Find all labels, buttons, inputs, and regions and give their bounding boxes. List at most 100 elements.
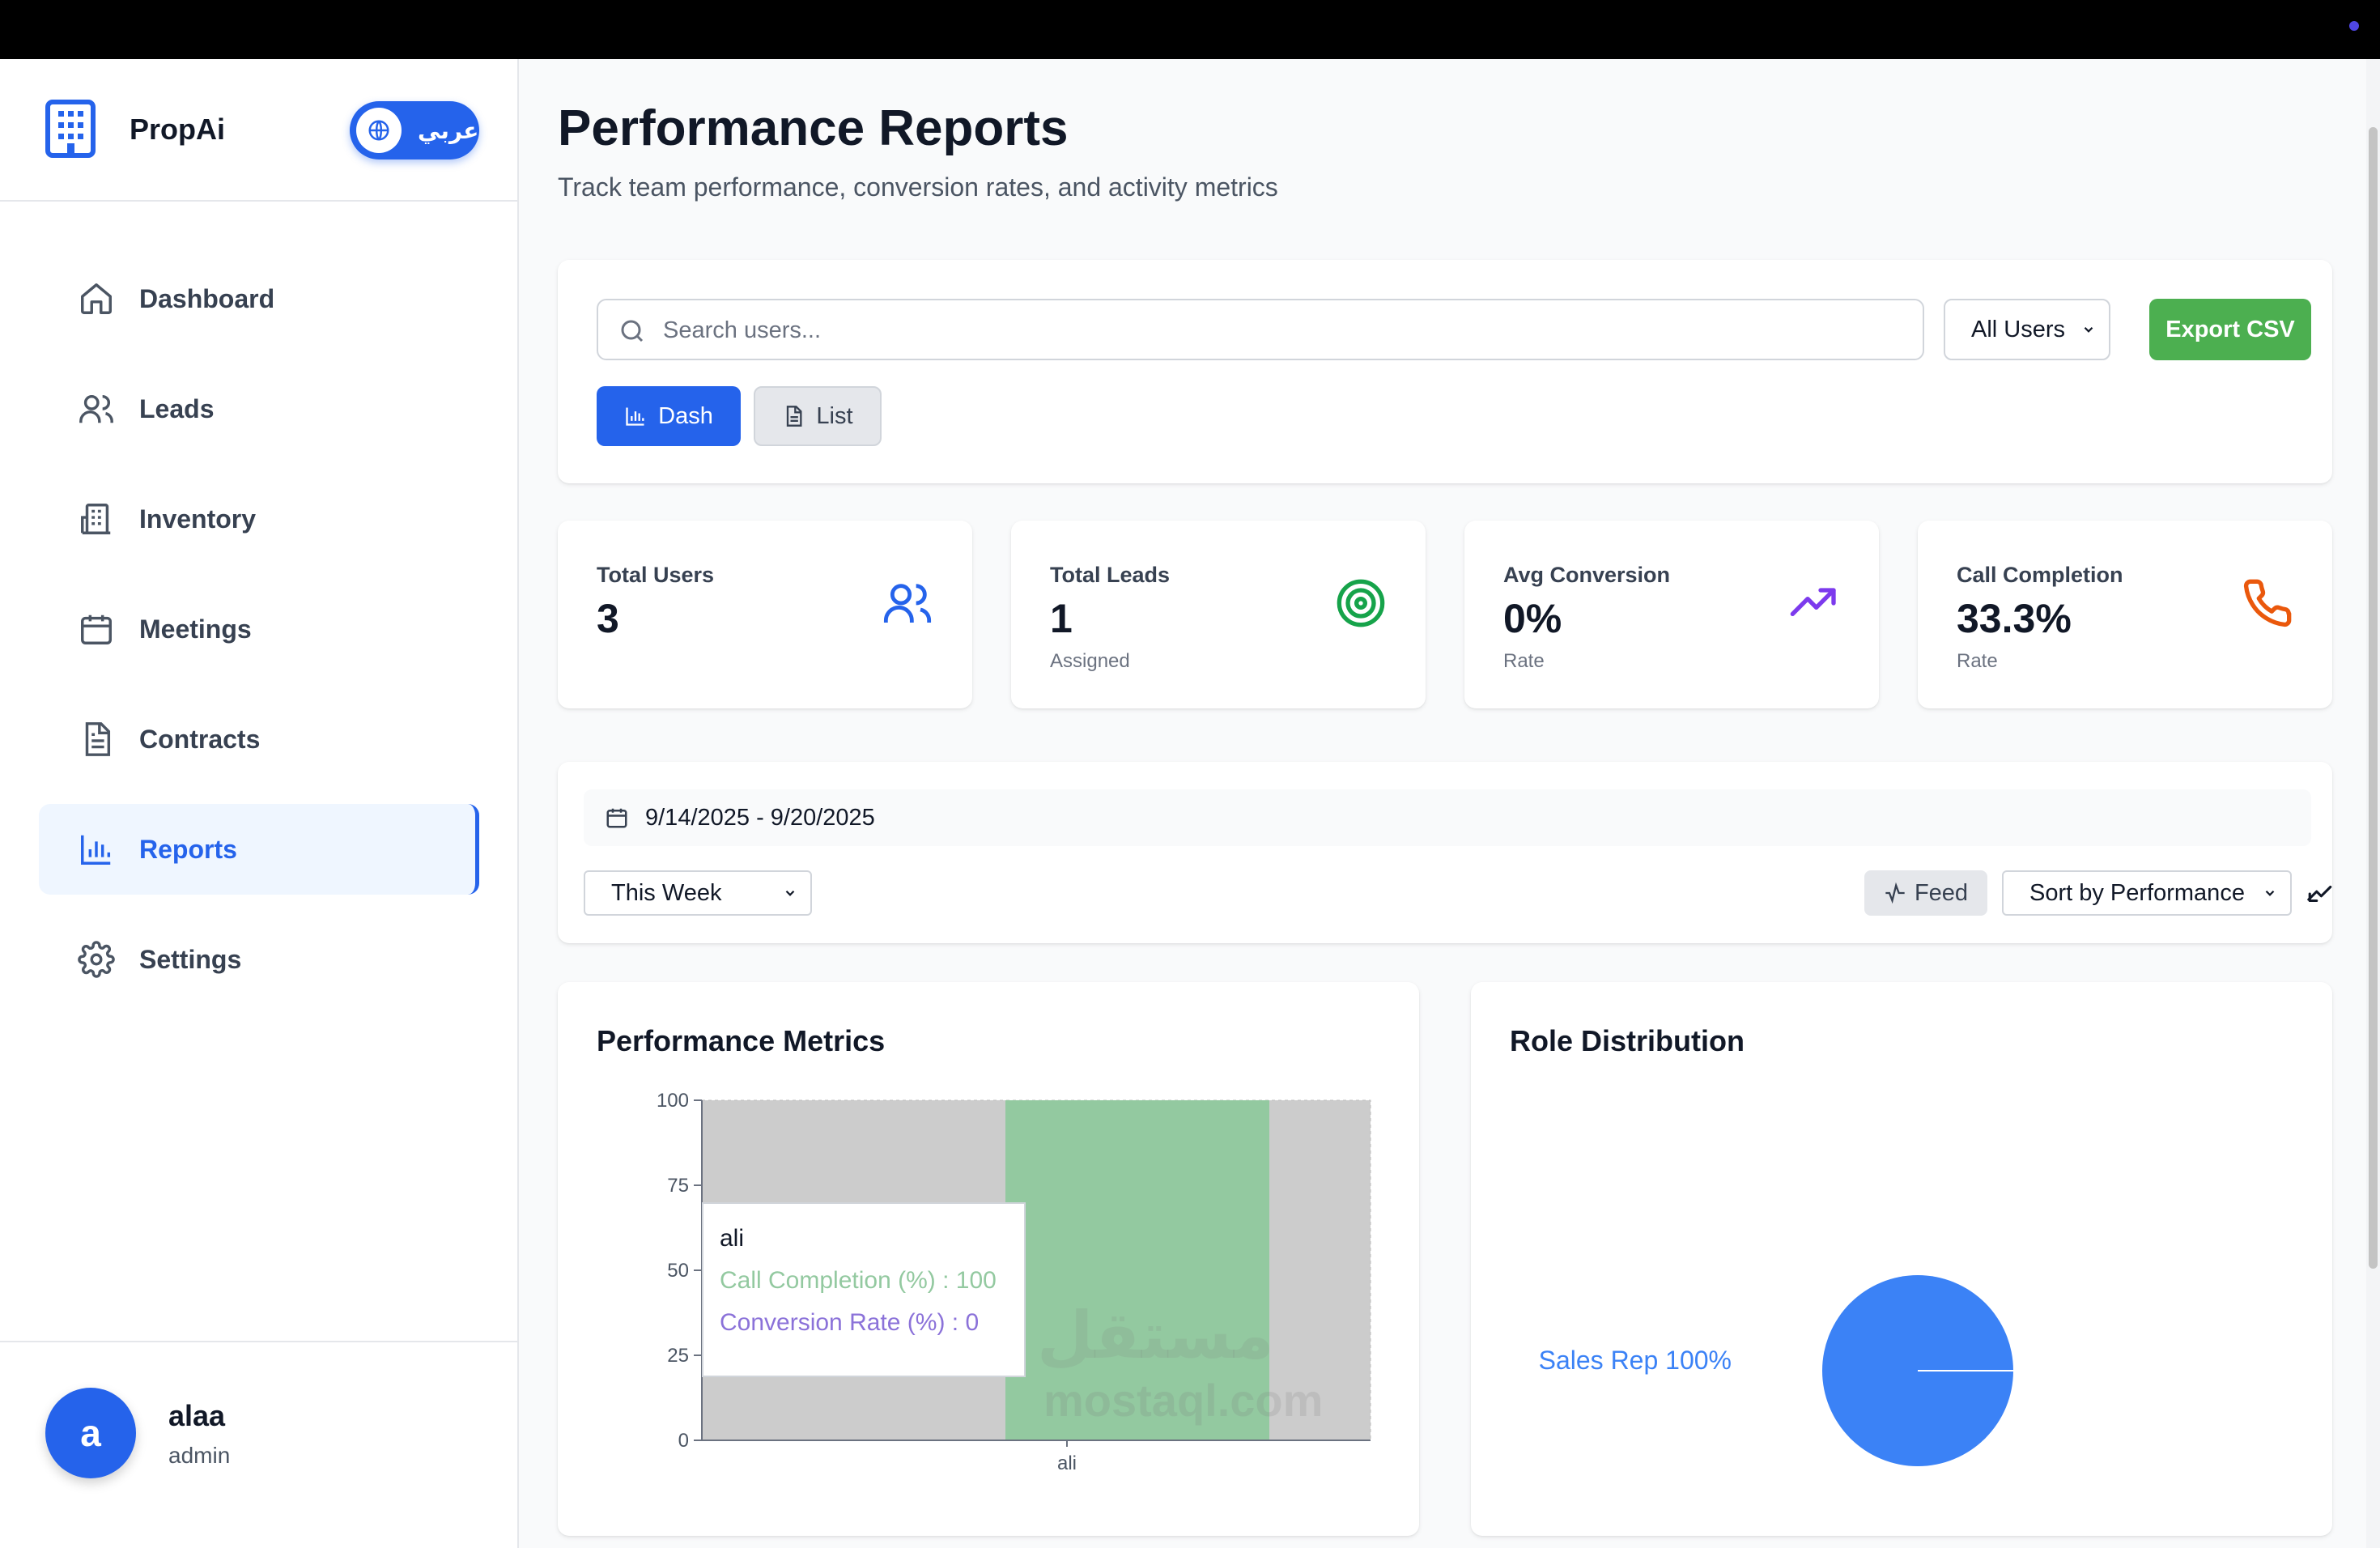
role-distribution-card: Role Distribution Sales Rep 100% <box>1471 982 2332 1536</box>
sort-value: Sort by Performance <box>2029 879 2245 906</box>
sidebar-item-leads[interactable]: Leads <box>39 364 479 454</box>
user-filter-select[interactable]: All Users <box>1944 299 2110 360</box>
chart-title: Role Distribution <box>1510 1024 1745 1057</box>
user-name: alaa <box>168 1399 226 1432</box>
stat-card-call-completion: Call Completion 33.3% Rate <box>1918 521 2332 708</box>
chart-bar-0 <box>1005 1100 1269 1440</box>
y-tick-label: 75 <box>667 1175 689 1197</box>
stat-card-total-users: Total Users 3 <box>558 521 972 708</box>
brand-header: PropAi عربي <box>0 59 517 202</box>
sidebar-item-reports[interactable]: Reports <box>39 804 479 895</box>
sidebar-item-label: Leads <box>139 393 215 423</box>
home-icon <box>81 283 112 314</box>
sidebar-nav: Dashboard Leads Inventory Meetings Contr… <box>39 253 479 1024</box>
view-dash-button[interactable]: Dash <box>597 386 741 446</box>
date-range-text: 9/14/2025 - 9/20/2025 <box>645 804 875 831</box>
language-label: عربي <box>418 117 479 143</box>
sidebar-item-label: Meetings <box>139 614 252 644</box>
stat-value: 33.3% <box>1957 596 2072 641</box>
sidebar-item-label: Settings <box>139 944 242 974</box>
role-pie-chart: Sales Rep 100% <box>1539 1275 2013 1466</box>
stat-card-avg-conversion: Avg Conversion 0% Rate <box>1464 521 1879 708</box>
feed-label: Feed <box>1914 879 1969 906</box>
target-icon <box>1337 579 1385 627</box>
feed-button[interactable]: Feed <box>1864 870 1987 916</box>
stat-sublabel: Rate <box>1503 650 1545 672</box>
sidebar-item-meetings[interactable]: Meetings <box>39 584 479 674</box>
page-title: Performance Reports <box>558 100 1069 156</box>
filter-card: 9/14/2025 - 9/20/2025 This Week Feed Sor… <box>558 762 2332 943</box>
stat-label: Total Leads <box>1050 563 1171 587</box>
y-tick-label: 100 <box>657 1090 689 1112</box>
phone-icon <box>2243 579 2292 627</box>
sort-direction-icon[interactable] <box>2306 880 2334 908</box>
status-dot <box>2349 21 2359 31</box>
x-tick-label: ali <box>1057 1452 1077 1474</box>
watermark-latin: mostaql.com <box>1043 1375 1324 1426</box>
scrollbar[interactable] <box>2366 59 2380 1548</box>
language-toggle-button[interactable]: عربي <box>350 101 479 159</box>
search-icon <box>621 320 644 342</box>
scrollbar-thumb[interactable] <box>2369 127 2378 1269</box>
user-role: admin <box>168 1443 231 1468</box>
sidebar-item-label: Dashboard <box>139 283 275 313</box>
stat-label: Avg Conversion <box>1503 563 1671 587</box>
bar-chart-icon <box>626 407 644 426</box>
main-content: Performance Reports Track team performan… <box>519 59 2366 1548</box>
building-logo-icon <box>45 100 96 158</box>
sidebar-item-label: Reports <box>139 834 237 864</box>
stat-sublabel: Assigned <box>1050 650 1130 672</box>
stat-value: 1 <box>1050 596 1073 641</box>
sidebar-item-contracts[interactable]: Contracts <box>39 694 479 785</box>
tooltip-name: ali <box>720 1225 745 1252</box>
y-tick-label: 0 <box>678 1430 689 1452</box>
sidebar: PropAi عربي Dashboard Leads Inventory Me… <box>0 59 519 1548</box>
performance-metrics-card: Performance Metrics ali 0 25 50 75 100 ali Ca… <box>558 982 1419 1536</box>
stat-label: Call Completion <box>1957 563 2123 587</box>
sidebar-item-dashboard[interactable]: Dashboard <box>39 253 479 344</box>
y-tick-label: 25 <box>667 1345 689 1367</box>
period-value: This Week <box>611 879 722 906</box>
users-icon <box>883 584 932 623</box>
document-icon <box>85 722 111 756</box>
performance-bar-chart: ali 0 25 50 75 100 <box>657 1090 1371 1474</box>
toolbar-card: All Users Export CSV Dash List <box>558 260 2332 483</box>
stat-card-total-leads: Total Leads 1 Assigned <box>1011 521 1426 708</box>
calendar-icon <box>606 808 627 828</box>
user-profile[interactable]: a alaa admin <box>0 1341 517 1548</box>
trending-up-icon <box>1790 588 1836 616</box>
sidebar-item-settings[interactable]: Settings <box>39 914 479 1005</box>
search-box <box>597 299 1924 360</box>
chevron-down-icon <box>785 890 795 896</box>
tooltip-conversion-rate: Conversion Rate (%) : 0 <box>720 1309 980 1336</box>
document-icon <box>787 406 802 427</box>
sidebar-item-inventory[interactable]: Inventory <box>39 474 479 564</box>
app-name: PropAi <box>130 113 226 146</box>
gear-icon <box>78 941 115 978</box>
stat-sublabel: Rate <box>1957 650 1998 672</box>
search-input[interactable] <box>663 310 1877 351</box>
system-top-bar <box>0 0 2380 59</box>
view-list-label: List <box>816 402 853 429</box>
stat-value: 3 <box>597 596 619 641</box>
avatar: a <box>45 1388 136 1478</box>
building-icon <box>81 504 111 534</box>
chart-title: Performance Metrics <box>597 1024 886 1057</box>
calendar-icon <box>81 615 112 644</box>
watermark-arabic: مستقل <box>1037 1299 1274 1372</box>
view-dash-label: Dash <box>658 402 713 429</box>
chevron-down-icon <box>2265 890 2275 896</box>
y-tick-label: 50 <box>667 1260 689 1282</box>
period-select[interactable]: This Week <box>584 870 812 916</box>
stat-value: 0% <box>1503 596 1562 641</box>
sidebar-item-label: Inventory <box>139 504 257 534</box>
sort-select[interactable]: Sort by Performance <box>2002 870 2292 916</box>
page-subtitle: Track team performance, conversion rates… <box>558 172 1278 202</box>
export-csv-button[interactable]: Export CSV <box>2149 299 2311 360</box>
user-filter-value: All Users <box>1971 316 2066 342</box>
view-list-button[interactable]: List <box>754 386 882 446</box>
chart-tooltip: ali Call Completion (%) : 100 Conversion… <box>702 1202 1026 1377</box>
globe-icon <box>356 108 402 153</box>
stat-label: Total Users <box>597 563 715 587</box>
date-range-display[interactable]: 9/14/2025 - 9/20/2025 <box>584 789 2311 846</box>
